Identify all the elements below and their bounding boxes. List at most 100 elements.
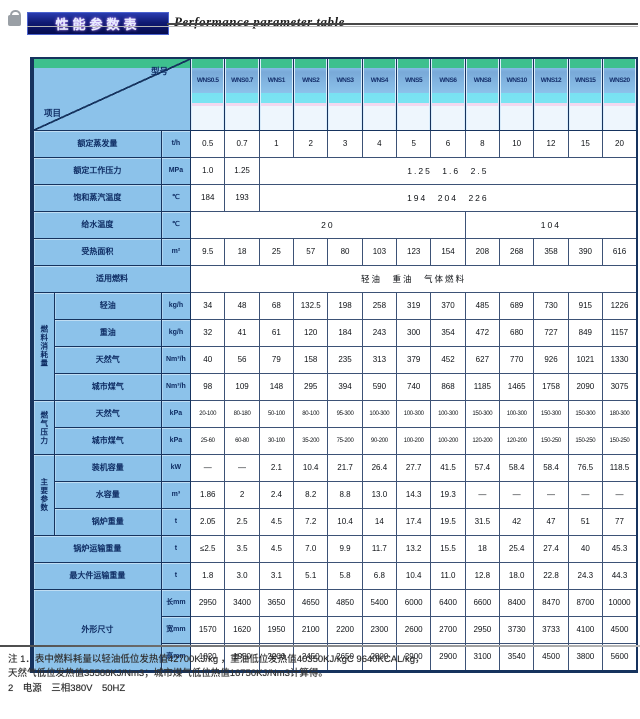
data-cell: 80-180 — [224, 400, 260, 428]
data-cell: 18 — [224, 238, 260, 266]
footnotes: 注 1．表中燃料耗量以轻油低位发热值42700KJ/kg ，重油低位发热值403… — [8, 653, 636, 696]
row-unit: t/h — [160, 130, 192, 158]
data-cell: 6.8 — [361, 562, 398, 590]
data-cell: 2900 — [430, 643, 466, 672]
data-cell: 15.5 — [430, 535, 466, 563]
data-cell: 24.3 — [567, 562, 604, 590]
data-cell: 770 — [499, 346, 535, 374]
data-cell: 6000 — [396, 589, 432, 617]
data-cell: 118.5 — [602, 454, 638, 482]
row-label: 受热面积 — [31, 238, 162, 266]
data-cell: 150-250 — [567, 427, 604, 455]
data-cell: 13.0 — [361, 481, 398, 509]
row-label: 重油 — [53, 319, 162, 347]
data-cell: 150-300 — [533, 400, 569, 428]
data-cell: 98 — [190, 373, 226, 401]
data-cell: 44.3 — [602, 562, 638, 590]
data-cell: 590 — [361, 373, 398, 401]
data-cell: 730 — [533, 292, 569, 320]
row-label: 水容量 — [53, 481, 162, 509]
data-cell: 689 — [499, 292, 535, 320]
data-cell: 193 — [224, 184, 260, 212]
data-cell: 1570 — [190, 616, 226, 644]
model-header: WNS4 — [361, 57, 398, 131]
data-cell: — — [602, 481, 638, 509]
model-header: WNS0.5 — [190, 57, 226, 131]
data-cell: 3650 — [258, 589, 295, 617]
row-label: 适用燃料 — [31, 265, 192, 293]
data-cell: 5.1 — [293, 562, 329, 590]
data-cell: 14 — [361, 508, 398, 536]
data-cell: 9.9 — [327, 535, 363, 563]
data-cell: 849 — [567, 319, 604, 347]
data-cell: 194 204 226 — [258, 184, 638, 212]
data-cell: 18 — [464, 535, 501, 563]
footnote-line: 天然气低位发热值35588KJ/Nm3；城市煤气低位热值16750KJ/Nm3计… — [8, 668, 328, 680]
data-cell: 2300 — [361, 616, 398, 644]
footer-separator — [0, 645, 640, 647]
row-unit: ℃ — [160, 211, 192, 239]
data-cell: 27.4 — [533, 535, 569, 563]
data-cell: 120 — [293, 319, 329, 347]
data-cell: 75-200 — [327, 427, 363, 455]
data-cell: 100-200 — [430, 427, 466, 455]
data-cell: 8.2 — [293, 481, 329, 509]
data-cell: 51 — [567, 508, 604, 536]
data-cell: — — [567, 481, 604, 509]
row-unit: Nm³/h — [160, 373, 192, 401]
data-cell: 2.05 — [190, 508, 226, 536]
page-header: 性能参数表 Performance parameter table — [0, 10, 640, 38]
data-cell: 0.5 — [190, 130, 226, 158]
data-cell: 10000 — [602, 589, 638, 617]
header-rule-light — [27, 26, 638, 27]
page-title: 性能参数表 — [27, 12, 169, 35]
data-cell: 184 — [190, 184, 226, 212]
row-label: 给水温度 — [31, 211, 162, 239]
data-cell: 295 — [293, 373, 329, 401]
row-label: 额定工作压力 — [31, 157, 162, 185]
data-cell: 10 — [499, 130, 535, 158]
data-cell: 31.5 — [464, 508, 501, 536]
data-cell: 15 — [567, 130, 604, 158]
row-label: 城市煤气 — [53, 427, 162, 455]
data-cell: 2.1 — [258, 454, 295, 482]
data-cell: 158 — [293, 346, 329, 374]
data-cell: 485 — [464, 292, 501, 320]
data-cell: 57 — [293, 238, 329, 266]
data-cell: 2.5 — [224, 508, 260, 536]
data-cell: 120-200 — [499, 427, 535, 455]
data-cell: 1820 — [190, 643, 226, 672]
padlock-icon — [8, 10, 21, 26]
data-cell: 390 — [567, 238, 604, 266]
data-cell: 452 — [430, 346, 466, 374]
data-cell: 154 — [430, 238, 466, 266]
data-cell: 3.1 — [258, 562, 295, 590]
data-cell: 25-60 — [190, 427, 226, 455]
data-cell: 40 — [567, 535, 604, 563]
data-cell: 2950 — [464, 616, 501, 644]
data-cell: 0.7 — [224, 130, 260, 158]
data-cell: 132.5 — [293, 292, 329, 320]
row-unit: t — [160, 508, 192, 536]
data-cell: 243 — [361, 319, 398, 347]
data-cell: 80 — [327, 238, 363, 266]
row-label: 轻油 — [53, 292, 162, 320]
performance-parameter-table: 型号 项目 WNS0.5 WNS0.7 WNS1 WNS2 WNS3 WNS4 WNS5 WNS6… — [30, 57, 638, 673]
data-cell: 100-200 — [396, 427, 432, 455]
data-cell: 35-200 — [293, 427, 329, 455]
group-label: 燃料消耗量 — [31, 292, 55, 401]
row-label: 锅炉重量 — [53, 508, 162, 536]
data-cell: 3075 — [602, 373, 638, 401]
data-cell: 7.2 — [293, 508, 329, 536]
model-header: WNS0.7 — [224, 57, 260, 131]
data-cell: 8700 — [567, 589, 604, 617]
data-cell: 76.5 — [567, 454, 604, 482]
data-cell: 4.5 — [258, 535, 295, 563]
data-cell: 12 — [533, 130, 569, 158]
data-cell: 95-300 — [327, 400, 363, 428]
data-cell: 472 — [464, 319, 501, 347]
data-cell: 41 — [224, 319, 260, 347]
data-cell: 2090 — [567, 373, 604, 401]
data-cell: 22.8 — [533, 562, 569, 590]
data-cell: 123 — [396, 238, 432, 266]
